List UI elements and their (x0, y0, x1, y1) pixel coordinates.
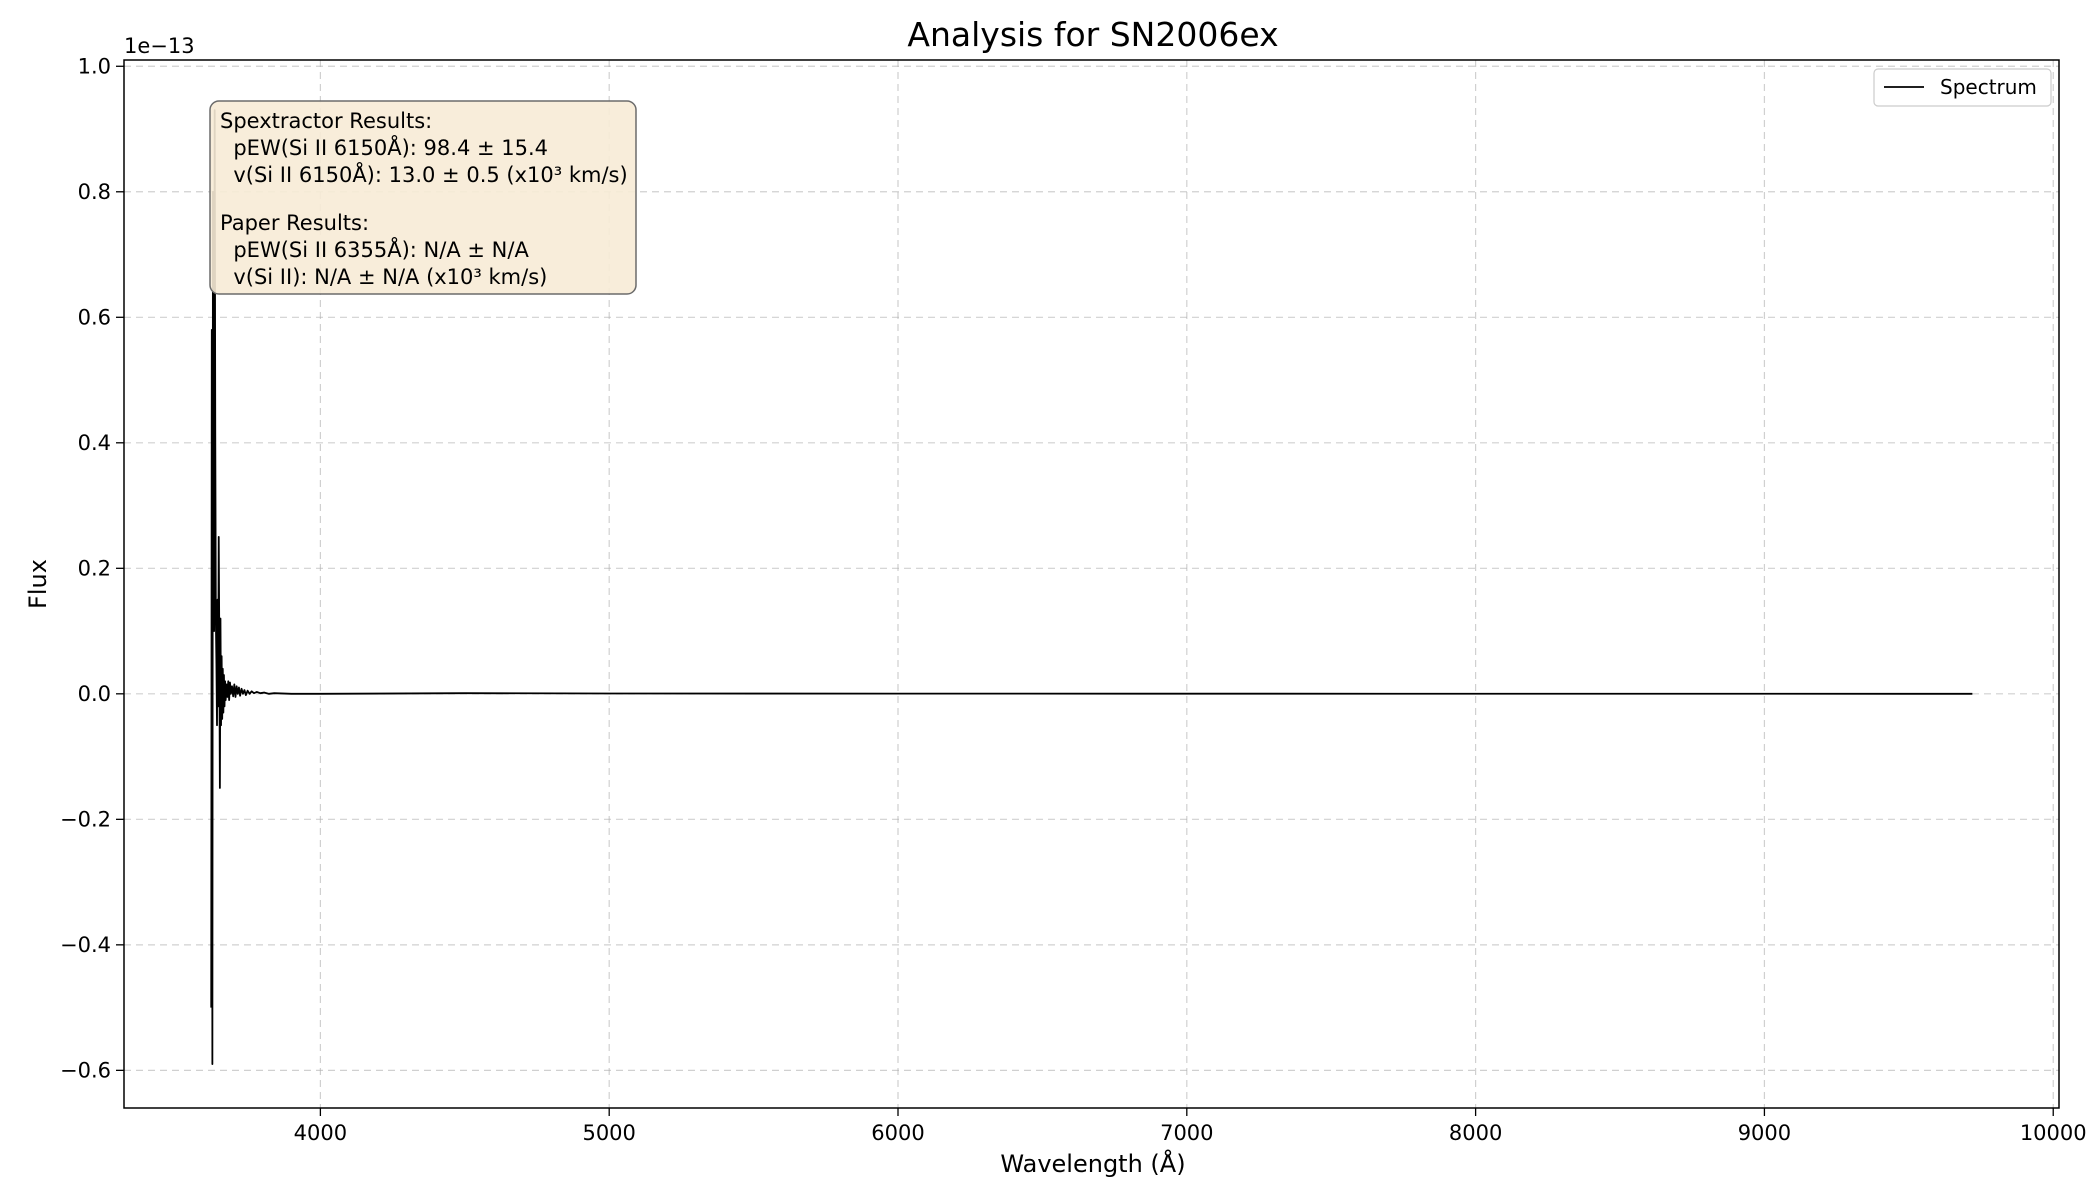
x-tick-label: 4000 (294, 1121, 347, 1145)
y-tick-label: 1.0 (78, 54, 111, 78)
y-tick-label: −0.2 (60, 807, 111, 831)
x-tick-label: 8000 (1449, 1121, 1502, 1145)
legend-label-spectrum: Spectrum (1940, 75, 2037, 99)
y-tick-label: −0.4 (60, 933, 111, 957)
y-axis-label: Flux (24, 559, 52, 609)
x-axis-label: Wavelength (Å) (1000, 1149, 1185, 1178)
y-tick-label: 0.0 (78, 682, 111, 706)
plot-frame (123, 59, 2060, 1109)
x-tick-label: 5000 (582, 1121, 635, 1145)
x-tick-label: 7000 (1160, 1121, 1213, 1145)
annotation-line-7: v(Si II): N/A ± N/A (x10³ km/s) (220, 265, 547, 289)
y-tick-label: 0.4 (78, 431, 111, 455)
annotation-line-1: Spextractor Results: (220, 109, 432, 133)
y-axis-ticks: −0.6 −0.4 −0.2 0.0 0.2 0.4 0.6 0.8 1.0 (60, 54, 124, 1082)
series-line-spectrum (210, 109, 1973, 1065)
results-annotation: Spextractor Results: pEW(Si II 6150Å): 9… (209, 100, 637, 295)
chart-title: Analysis for SN2006ex (907, 15, 1278, 54)
series-layer (210, 109, 1973, 1065)
annotation-line-2: pEW(Si II 6150Å): 98.4 ± 15.4 (220, 134, 548, 160)
legend-box (1873, 68, 2052, 107)
y-offset-label: 1e−13 (124, 34, 195, 58)
x-tick-label: 9000 (1738, 1121, 1791, 1145)
x-tick-label: 10000 (2020, 1121, 2087, 1145)
annotation-line-3: v(Si II 6150Å): 13.0 ± 0.5 (x10³ km/s) (220, 161, 628, 187)
annotation-line-6: pEW(Si II 6355Å): N/A ± N/A (220, 236, 529, 262)
y-tick-label: −0.6 (60, 1058, 111, 1082)
x-tick-label: 6000 (871, 1121, 924, 1145)
annotation-line-5: Paper Results: (220, 211, 369, 235)
y-tick-label: 0.8 (78, 180, 111, 204)
legend: Spectrum (1873, 68, 2052, 107)
y-tick-label: 0.6 (78, 305, 111, 329)
y-tick-label: 0.2 (78, 556, 111, 580)
annotation-box (209, 100, 637, 295)
x-axis-ticks: 4000 5000 6000 7000 8000 9000 10000 (294, 1108, 2087, 1145)
